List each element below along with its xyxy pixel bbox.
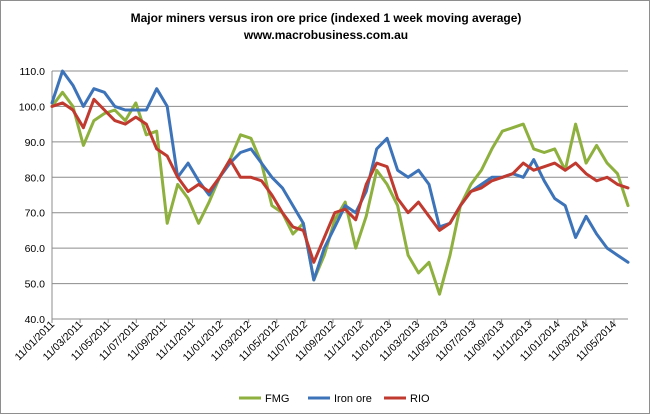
y-tick-label: 60.0 bbox=[25, 243, 46, 255]
y-tick-label: 50.0 bbox=[25, 279, 46, 291]
legend-label-iron-ore: Iron ore bbox=[334, 393, 372, 405]
legend-label-fmg: FMG bbox=[265, 393, 289, 405]
series-line-fmg bbox=[50, 90, 630, 296]
legend: FMG Iron ore RIO bbox=[239, 393, 430, 405]
y-tick-label: 110.0 bbox=[20, 66, 46, 78]
legend-label-rio: RIO bbox=[410, 393, 430, 405]
y-tick-label: 40.0 bbox=[25, 314, 46, 326]
chart-subtitle: www.macrobusiness.com.au bbox=[243, 28, 408, 42]
y-tick-label: 90.0 bbox=[25, 137, 46, 149]
series-lines bbox=[50, 69, 630, 296]
y-tick-label: 80.0 bbox=[25, 172, 46, 184]
y-tick-label: 100.0 bbox=[19, 101, 45, 113]
y-tick-label: 70.0 bbox=[25, 208, 46, 220]
chart-title: Major miners versus iron ore price (inde… bbox=[131, 11, 522, 25]
series-line-iron-ore bbox=[50, 69, 630, 282]
series-line-rio bbox=[50, 97, 630, 264]
